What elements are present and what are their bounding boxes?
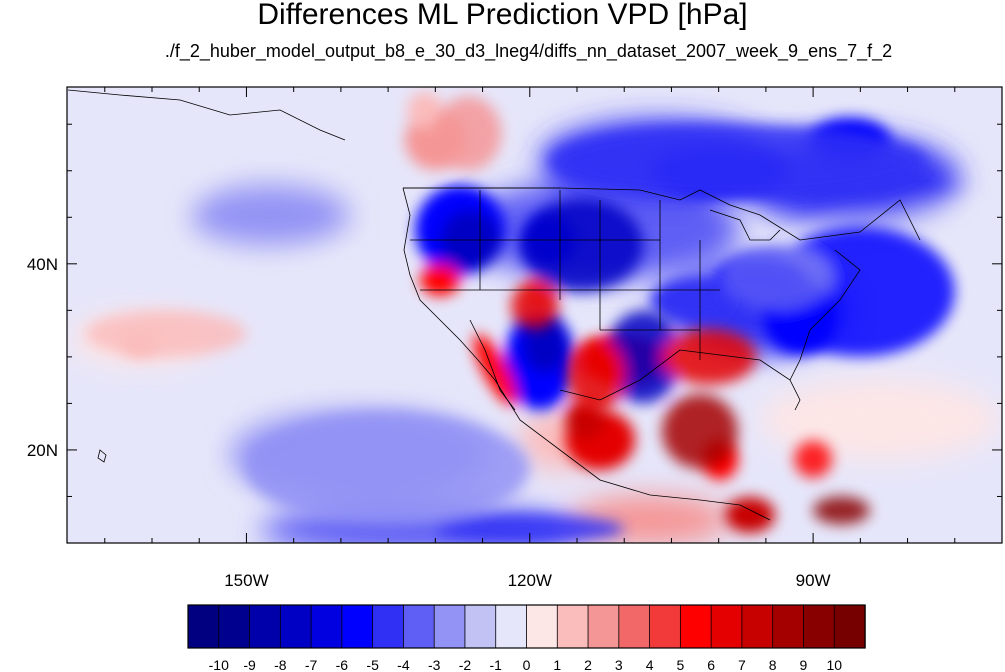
anomaly-region-midwest-negative bbox=[718, 245, 832, 311]
lon-tick-label: 150W bbox=[224, 571, 268, 590]
anomaly-region-bc-positive bbox=[435, 96, 502, 171]
colorbar-swatch bbox=[679, 604, 712, 649]
lat-tick-label: 20N bbox=[27, 441, 58, 460]
axis-labels: 150W 120W 90W 20N 40N bbox=[27, 255, 831, 590]
colorbar-swatch bbox=[495, 604, 528, 649]
colorbar-swatch bbox=[341, 604, 374, 649]
anomaly-region-california-positive bbox=[510, 282, 559, 330]
colorbar-label: -8 bbox=[274, 657, 287, 672]
anomaly-region-great-basin-negative bbox=[520, 198, 644, 292]
colorbar: -10 -9 -8 -7 -6 -5 -4 -3 -2 -1 0 1 2 3 4 5 6 7 8 9 10 bbox=[187, 604, 866, 672]
colorbar-swatch bbox=[618, 604, 651, 649]
colorbar-label: -6 bbox=[336, 657, 349, 672]
map-frame bbox=[66, 86, 1003, 544]
colorbar-swatch bbox=[587, 604, 620, 649]
colorbar-swatch bbox=[218, 604, 251, 649]
colorbar-swatch bbox=[310, 604, 343, 649]
colorbar-label: 6 bbox=[707, 657, 715, 672]
colorbar-label: -4 bbox=[397, 657, 410, 672]
colorbar-label: 2 bbox=[584, 657, 592, 672]
anomaly-region-tropical-pacific-negative bbox=[435, 515, 625, 543]
anomaly-region-canada-north-negative bbox=[548, 124, 927, 199]
colorbar-swatch bbox=[710, 604, 743, 649]
colorbar-swatch bbox=[279, 604, 312, 649]
colorbar-swatch bbox=[741, 604, 774, 649]
colorbar-swatch bbox=[433, 604, 466, 649]
colorbar-label: -1 bbox=[490, 657, 503, 672]
colorbar-label: -7 bbox=[305, 657, 318, 672]
colorbar-swatch bbox=[772, 604, 805, 649]
axis-ticks bbox=[67, 87, 1003, 544]
colorbar-swatch bbox=[526, 604, 558, 649]
colorbar-label: -2 bbox=[459, 657, 472, 672]
map-title: Differences ML Prediction VPD [hPa] bbox=[257, 0, 748, 31]
anomaly-region-yucatan-positive bbox=[794, 440, 832, 478]
colorbar-swatch bbox=[464, 604, 497, 649]
colorbar-label: -3 bbox=[428, 657, 441, 672]
colorbar-label: 4 bbox=[646, 657, 654, 672]
map-plot-area: 150W 120W 90W 20N 40N bbox=[27, 86, 1003, 590]
colorbar-swatch bbox=[556, 604, 589, 649]
anomaly-region-central-america-positive bbox=[813, 496, 870, 525]
colorbar-swatch bbox=[833, 604, 866, 649]
anomaly-region-texas-positive bbox=[662, 329, 757, 385]
colorbar-label: 7 bbox=[738, 657, 746, 672]
colorbar-label: 1 bbox=[553, 657, 561, 672]
map-subtitle: ./f_2_huber_model_output_b8_e_30_d3_lneg… bbox=[164, 41, 893, 61]
colorbar-swatch bbox=[187, 604, 220, 649]
colorbar-label: 5 bbox=[676, 657, 684, 672]
colorbar-swatch bbox=[803, 604, 835, 649]
colorbar-swatch bbox=[249, 604, 282, 649]
anomaly-region-mexico-west-positive bbox=[662, 394, 738, 469]
colorbar-label: -5 bbox=[366, 657, 379, 672]
colorbar-label: 0 bbox=[523, 657, 531, 672]
colorbar-label: 9 bbox=[800, 657, 808, 672]
colorbar-label: -10 bbox=[209, 657, 229, 672]
anomaly-region-arizona-mexico-negative bbox=[605, 310, 681, 404]
lon-tick-label: 120W bbox=[508, 571, 552, 590]
colorbar-frame bbox=[187, 604, 866, 649]
colorbar-label: -9 bbox=[243, 657, 256, 672]
anomaly-region-central-pacific-negative bbox=[246, 412, 530, 525]
colorbar-swatch bbox=[372, 604, 405, 649]
anomaly-region-baja-positive bbox=[567, 338, 625, 413]
lat-tick-label: 40N bbox=[27, 255, 58, 274]
anomaly-region-pacific-positive bbox=[85, 310, 247, 357]
lon-tick-label: 90W bbox=[796, 571, 831, 590]
colorbar-label: 3 bbox=[615, 657, 623, 672]
colorbar-label: 8 bbox=[769, 657, 777, 672]
colorbar-swatch bbox=[649, 604, 682, 649]
colorbar-swatch bbox=[403, 604, 435, 649]
colorbar-label: 10 bbox=[826, 657, 842, 672]
